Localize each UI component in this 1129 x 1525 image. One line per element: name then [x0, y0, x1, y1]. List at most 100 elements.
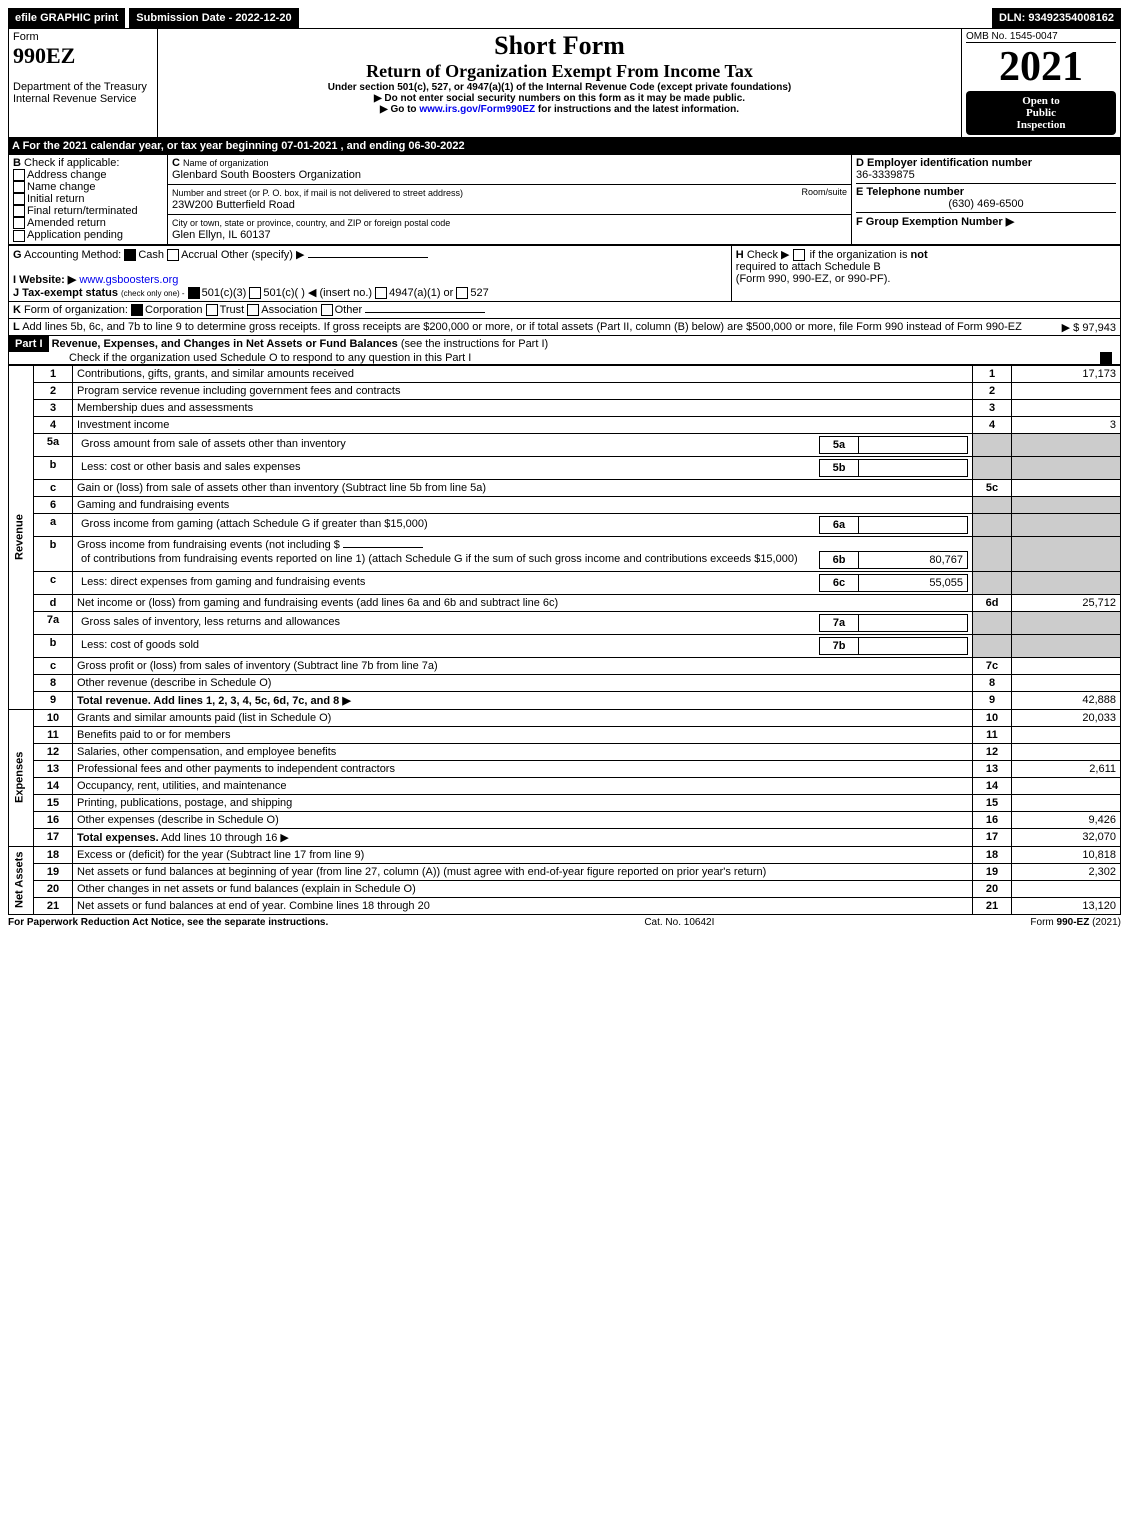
line-value: 32,070	[1012, 828, 1121, 846]
revenue-side-label: Revenue	[9, 365, 34, 709]
tax-year: 2021	[966, 43, 1116, 91]
accrual-checkbox[interactable]	[167, 249, 179, 261]
grey-cell	[1012, 496, 1121, 513]
line-ref: 2	[973, 382, 1012, 399]
org-info-block: B Check if applicable: Address change Na…	[8, 154, 1121, 245]
sub-value	[859, 614, 968, 631]
line-ref: 20	[973, 880, 1012, 897]
4947-checkbox[interactable]	[375, 287, 387, 299]
name-change-checkbox[interactable]	[13, 181, 25, 193]
line-ref: 13	[973, 760, 1012, 777]
line-ref: 21	[973, 897, 1012, 914]
line-num: 15	[34, 794, 73, 811]
line-num: a	[34, 513, 73, 536]
other-specify-label: Other (specify) ▶	[221, 249, 305, 261]
h-label: H	[736, 249, 744, 261]
gh-block: G Accounting Method: Cash Accrual Other …	[8, 245, 1121, 302]
omb-number: OMB No. 1545-0047	[966, 31, 1116, 43]
app-pending-checkbox[interactable]	[13, 230, 25, 242]
final-return-label: Final return/terminated	[27, 205, 138, 217]
other-label: Other	[335, 304, 363, 316]
org-name-label: Name of organization	[183, 158, 269, 168]
c-label: C	[172, 157, 180, 169]
line-num: c	[34, 479, 73, 496]
line-num: 17	[34, 828, 73, 846]
line-num: 6	[34, 496, 73, 513]
line-text: Gaming and fundraising events	[73, 496, 973, 513]
line-value	[1012, 726, 1121, 743]
part1-table: Revenue 1 Contributions, gifts, grants, …	[8, 365, 1121, 915]
sub-ref: 6b	[820, 551, 859, 568]
501c-checkbox[interactable]	[249, 287, 261, 299]
line-num: 14	[34, 777, 73, 794]
irs-label: Internal Revenue Service	[13, 93, 137, 105]
part1-scho-checkbox[interactable]	[1100, 352, 1112, 364]
line-text: Program service revenue including govern…	[73, 382, 973, 399]
line-text: Net assets or fund balances at end of ye…	[73, 897, 973, 914]
line-ref: 8	[973, 674, 1012, 691]
line-value: 20,033	[1012, 709, 1121, 726]
sub-ref: 5a	[820, 436, 859, 453]
footer-mid: Cat. No. 10642I	[644, 917, 714, 928]
trust-checkbox[interactable]	[206, 304, 218, 316]
line-text: Contributions, gifts, grants, and simila…	[73, 365, 973, 382]
501c3-checkbox[interactable]	[188, 287, 200, 299]
line-text: Gross income from fundraising events (no…	[77, 539, 340, 551]
address-change-checkbox[interactable]	[13, 169, 25, 181]
line-text: Net income or (loss) from gaming and fun…	[73, 594, 973, 611]
grey-cell	[1012, 536, 1121, 571]
assoc-checkbox[interactable]	[247, 304, 259, 316]
efile-print-button[interactable]: efile GRAPHIC print	[8, 8, 125, 28]
h-text3: required to attach Schedule B	[736, 261, 881, 273]
accrual-label: Accrual	[181, 249, 218, 261]
under-section: Under section 501(c), 527, or 4947(a)(1)…	[162, 82, 957, 93]
grey-cell	[1012, 456, 1121, 479]
527-label: 527	[470, 287, 488, 299]
initial-return-checkbox[interactable]	[13, 193, 25, 205]
goto-link[interactable]: ▶ Go to www.irs.gov/Form990EZ for instru…	[162, 104, 957, 115]
line-text: Less: cost or other basis and sales expe…	[77, 459, 820, 476]
501c3-label: 501(c)(3)	[202, 287, 247, 299]
sub-value: 80,767	[859, 551, 968, 568]
corp-checkbox[interactable]	[131, 304, 143, 316]
line-num: 4	[34, 416, 73, 433]
line-num: 20	[34, 880, 73, 897]
final-return-checkbox[interactable]	[13, 205, 25, 217]
amended-return-checkbox[interactable]	[13, 217, 25, 229]
501c-label: 501(c)( ) ◀ (insert no.)	[263, 287, 372, 299]
line-ref: 16	[973, 811, 1012, 828]
cash-checkbox[interactable]	[124, 249, 136, 261]
d-ein-label: D Employer identification number	[856, 157, 1032, 169]
other-checkbox[interactable]	[321, 304, 333, 316]
line-num: 5a	[34, 433, 73, 456]
h-checkbox[interactable]	[793, 249, 805, 261]
line-num: b	[34, 634, 73, 657]
line-num: 8	[34, 674, 73, 691]
i-website-label: I Website: ▶	[13, 274, 76, 286]
sub-ref: 6c	[820, 574, 859, 591]
527-checkbox[interactable]	[456, 287, 468, 299]
address-change-label: Address change	[27, 169, 107, 181]
line-ref: 14	[973, 777, 1012, 794]
street: 23W200 Butterfield Road	[172, 199, 295, 211]
line-text: Occupancy, rent, utilities, and maintena…	[73, 777, 973, 794]
line-num: d	[34, 594, 73, 611]
4947-label: 4947(a)(1) or	[389, 287, 453, 299]
irs-url[interactable]: www.irs.gov/Form990EZ	[419, 104, 535, 115]
line-a: A For the 2021 calendar year, or tax yea…	[8, 138, 1121, 154]
line-ref: 1	[973, 365, 1012, 382]
sub-ref: 6a	[820, 516, 859, 533]
line-text: Professional fees and other payments to …	[73, 760, 973, 777]
h-text2: if the organization is	[810, 249, 908, 261]
line-ref: 9	[973, 691, 1012, 709]
line-value	[1012, 794, 1121, 811]
line-text: Less: direct expenses from gaming and fu…	[77, 574, 820, 591]
website-link[interactable]: www.gsboosters.org	[79, 274, 178, 286]
line-text: Other expenses (describe in Schedule O)	[73, 811, 973, 828]
line-num: 2	[34, 382, 73, 399]
line-text: Grants and similar amounts paid (list in…	[73, 709, 973, 726]
line-ref: 18	[973, 846, 1012, 863]
sub-ref: 7a	[820, 614, 859, 631]
line-ref: 19	[973, 863, 1012, 880]
grey-cell	[973, 536, 1012, 571]
